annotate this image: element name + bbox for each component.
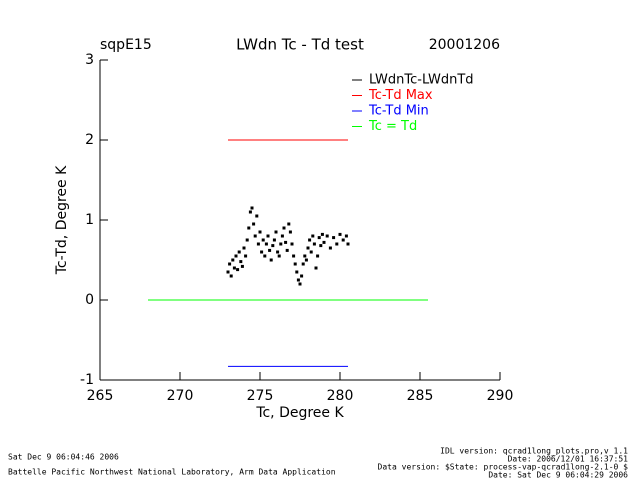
data-point	[300, 274, 304, 278]
data-point	[344, 234, 348, 238]
data-point	[279, 242, 283, 246]
data-point	[260, 250, 264, 254]
data-point	[314, 266, 318, 270]
data-point	[255, 214, 259, 218]
data-point	[287, 222, 291, 226]
data-point	[341, 238, 345, 242]
data-point	[237, 250, 241, 254]
data-point	[247, 226, 251, 230]
data-point	[296, 278, 300, 282]
data-point	[239, 260, 243, 264]
data-point	[252, 222, 256, 226]
data-point	[322, 240, 326, 244]
legend-label: Tc-Td Max	[368, 88, 433, 103]
data-point	[236, 268, 240, 272]
legend-label: Tc-Td Min	[368, 104, 429, 119]
site-label: sqpE15	[100, 37, 152, 53]
data-point	[328, 246, 332, 250]
data-point	[319, 244, 323, 248]
data-point	[309, 250, 313, 254]
legend-label: LWdnTc-LWdnTd	[369, 73, 474, 88]
data-point	[231, 258, 235, 262]
data-point	[272, 238, 276, 242]
y-tick-label: 3	[85, 52, 94, 68]
data-point	[292, 254, 296, 258]
data-point	[285, 248, 289, 252]
data-point	[301, 262, 305, 266]
data-point	[290, 242, 294, 246]
data-point	[295, 270, 299, 274]
data-point	[320, 232, 324, 236]
footer-text: Date: 2006/12/01 16:37:51	[508, 455, 629, 464]
x-tick-label: 280	[327, 388, 354, 404]
data-point	[304, 258, 308, 262]
data-point	[269, 258, 273, 262]
chart-title: LWdn Tc - Td test	[236, 36, 364, 54]
footer-text: Date: Sat Dec 9 06:04:29 2006	[488, 471, 628, 480]
data-point	[274, 230, 278, 234]
x-tick-label: 275	[247, 388, 274, 404]
data-point	[317, 236, 321, 240]
legend-label: Tc = Td	[368, 119, 417, 134]
x-axis-label: Tc, Degree K	[255, 405, 344, 421]
data-point	[293, 262, 297, 266]
data-point	[276, 250, 280, 254]
data-point	[250, 206, 254, 210]
date-label: 20001206	[429, 37, 500, 53]
data-point	[256, 242, 260, 246]
data-point	[346, 242, 350, 246]
data-point	[226, 270, 230, 274]
data-point	[271, 244, 275, 248]
data-point	[228, 262, 232, 266]
data-point	[284, 240, 288, 244]
x-tick-label: 270	[167, 388, 194, 404]
data-point	[258, 230, 262, 234]
data-point	[298, 282, 302, 286]
data-point	[253, 234, 257, 238]
data-point	[232, 266, 236, 270]
data-point	[288, 230, 292, 234]
data-point	[338, 232, 342, 236]
data-point	[242, 246, 246, 250]
data-point	[264, 242, 268, 246]
data-point	[263, 254, 267, 258]
y-axis-label: Tc-Td, Degree K	[54, 165, 70, 275]
data-point	[303, 254, 307, 258]
data-point	[240, 264, 244, 268]
data-point	[311, 234, 315, 238]
data-point	[261, 238, 265, 242]
data-point	[325, 234, 329, 238]
footer-text: Sat Dec 9 06:04:46 2006	[8, 453, 119, 462]
footer-text: Data version: $State: process-vap-qcrad1…	[378, 463, 629, 472]
data-point	[229, 274, 233, 278]
x-tick-label: 290	[487, 388, 514, 404]
data-point	[312, 242, 316, 246]
data-point	[332, 236, 336, 240]
y-tick-label: 0	[85, 292, 94, 308]
data-point	[245, 238, 249, 242]
footer-text: Battelle Pacific Northwest National Labo…	[8, 468, 336, 477]
data-point	[316, 254, 320, 258]
x-tick-label: 285	[407, 388, 434, 404]
x-tick-label: 265	[87, 388, 114, 404]
data-point	[277, 254, 281, 258]
footer-text: IDL version: qcrad1long_plots.pro,v 1.1	[440, 447, 628, 456]
data-point	[306, 246, 310, 250]
data-point	[282, 226, 286, 230]
data-point	[266, 234, 270, 238]
y-tick-label: 1	[85, 212, 94, 228]
data-point	[280, 234, 284, 238]
data-point	[268, 248, 272, 252]
y-tick-label: -1	[80, 372, 94, 388]
data-point	[248, 210, 252, 214]
y-tick-label: 2	[85, 132, 94, 148]
data-point	[335, 242, 339, 246]
data-point	[308, 238, 312, 242]
data-point	[244, 254, 248, 258]
data-point	[234, 254, 238, 258]
